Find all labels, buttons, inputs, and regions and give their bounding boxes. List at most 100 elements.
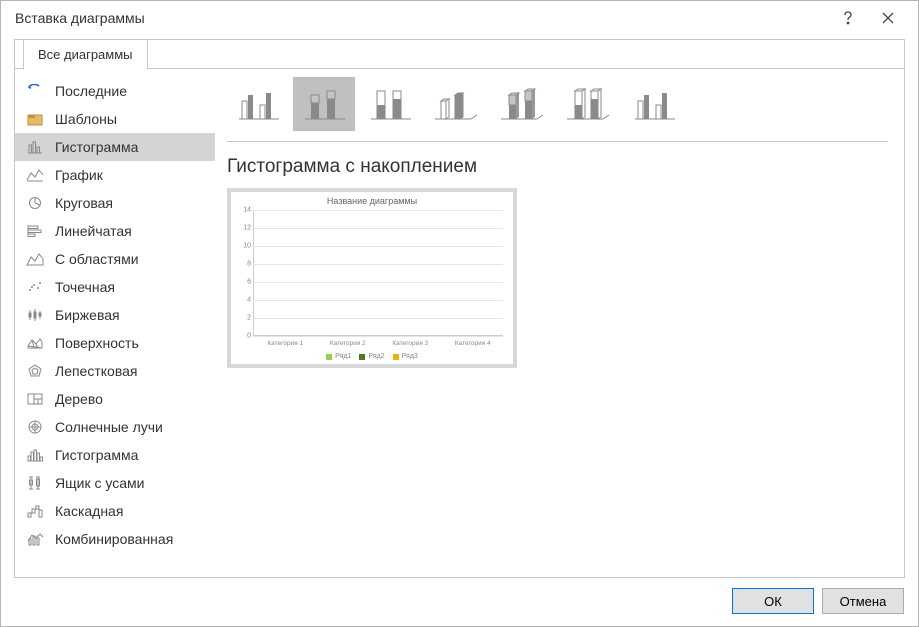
sidebar-item-3[interactable]: График [15,161,215,189]
x-label: Категория 4 [455,340,491,347]
sidebar-item-5[interactable]: Линейчатая [15,217,215,245]
ok-button[interactable]: ОК [732,588,814,614]
chart-subtitle: Гистограмма с накоплением [227,156,888,178]
subtype-5[interactable] [557,77,619,131]
subtype-3[interactable] [425,77,487,131]
dialog-body: Последние Шаблоны Гистограмма График Кругова… [15,69,904,577]
sidebar-item-icon [25,334,45,352]
legend-item: Ряд3 [393,353,418,360]
sidebar-item-label: Лепестковая [55,363,137,379]
sidebar-item-icon [25,530,45,548]
gridline [253,318,503,319]
sidebar-item-label: Комбинированная [55,531,173,547]
legend-item: Ряд2 [359,353,384,360]
x-label: Категория 3 [392,340,428,347]
titlebar: Вставка диаграммы [1,1,918,35]
subtype-2[interactable] [359,77,421,131]
y-tick-label: 10 [237,243,251,250]
sidebar-item-icon [25,250,45,268]
sidebar-item-label: Последние [55,83,127,99]
x-label: Категория 1 [267,340,303,347]
legend-label: Ряд2 [368,353,384,360]
gridline [253,282,503,283]
sidebar-item-label: Дерево [55,391,103,407]
sidebar-item-icon [25,418,45,436]
chart-area: Категория 1Категория 2Категория 3Категор… [253,210,503,336]
subtype-row [227,77,888,142]
sidebar-item-label: Точечная [55,279,115,295]
sidebar-item-8[interactable]: Биржевая [15,301,215,329]
preview-chart-title: Название диаграммы [231,196,513,206]
y-tick-label: 12 [237,225,251,232]
subtype-0[interactable] [227,77,289,131]
sidebar-item-10[interactable]: Лепестковая [15,357,215,385]
sidebar-item-icon [25,446,45,464]
gridline [253,228,503,229]
sidebar-item-12[interactable]: Солнечные лучи [15,413,215,441]
sidebar-item-9[interactable]: Поверхность [15,329,215,357]
legend-label: Ряд3 [402,353,418,360]
legend-label: Ряд1 [335,353,351,360]
y-tick-label: 2 [237,315,251,322]
sidebar-item-label: Биржевая [55,307,120,323]
legend-swatch [359,354,365,360]
y-tick-label: 8 [237,261,251,268]
sidebar-item-label: Шаблоны [55,111,117,127]
sidebar-item-11[interactable]: Дерево [15,385,215,413]
window-title: Вставка диаграммы [15,10,828,26]
sidebar-item-13[interactable]: Гистограмма [15,441,215,469]
sidebar-item-label: Солнечные лучи [55,419,163,435]
sidebar-item-1[interactable]: Шаблоны [15,105,215,133]
y-tick-label: 14 [237,207,251,214]
sidebar-item-icon [25,306,45,324]
sidebar-item-16[interactable]: Комбинированная [15,525,215,553]
gridline [253,210,503,211]
subtype-6[interactable] [623,77,685,131]
subtype-4[interactable] [491,77,553,131]
sidebar-item-7[interactable]: Точечная [15,273,215,301]
sidebar-item-label: Линейчатая [55,223,132,239]
help-icon [842,10,854,26]
y-tick-label: 6 [237,279,251,286]
sidebar-item-icon [25,362,45,380]
gridline [253,246,503,247]
close-button[interactable] [868,3,908,33]
help-button[interactable] [828,3,868,33]
sidebar-item-icon [25,474,45,492]
gridline [253,264,503,265]
sidebar-item-2[interactable]: Гистограмма [15,133,215,161]
sidebar-item-0[interactable]: Последние [15,77,215,105]
sidebar-item-6[interactable]: С областями [15,245,215,273]
sidebar-item-icon [25,390,45,408]
sidebar-item-icon [25,138,45,156]
gridline [253,300,503,301]
dialog-inner: Все диаграммы Последние Шаблоны Гистограмм… [14,39,905,578]
sidebar-item-icon [25,278,45,296]
subtype-1[interactable] [293,77,355,131]
sidebar-item-label: График [55,167,103,183]
x-label: Категория 2 [330,340,366,347]
sidebar-item-label: Поверхность [55,335,139,351]
chart-legend: Ряд1 Ряд2 Ряд3 [231,353,513,360]
tab-strip: Все диаграммы [15,39,904,69]
y-tick-label: 4 [237,297,251,304]
sidebar-item-label: Ящик с усами [55,475,144,491]
sidebar-item-15[interactable]: Каскадная [15,497,215,525]
sidebar-item-icon [25,222,45,240]
sidebar-item-icon [25,502,45,520]
sidebar-item-label: С областями [55,251,139,267]
cancel-button[interactable]: Отмена [822,588,904,614]
sidebar-item-icon [25,166,45,184]
tab-all-charts[interactable]: Все диаграммы [23,39,148,70]
chart-preview[interactable]: Название диаграммы Категория 1Категория … [227,188,517,368]
insert-chart-dialog: Вставка диаграммы Все диаграммы Последни… [0,0,919,627]
y-tick-label: 0 [237,333,251,340]
sidebar-item-14[interactable]: Ящик с усами [15,469,215,497]
legend-swatch [326,354,332,360]
sidebar-item-icon [25,82,45,100]
legend-item: Ряд1 [326,353,351,360]
sidebar-item-4[interactable]: Круговая [15,189,215,217]
chart-type-sidebar: Последние Шаблоны Гистограмма График Кругова… [15,69,215,577]
sidebar-item-icon [25,194,45,212]
dialog-footer: ОК Отмена [1,582,918,626]
